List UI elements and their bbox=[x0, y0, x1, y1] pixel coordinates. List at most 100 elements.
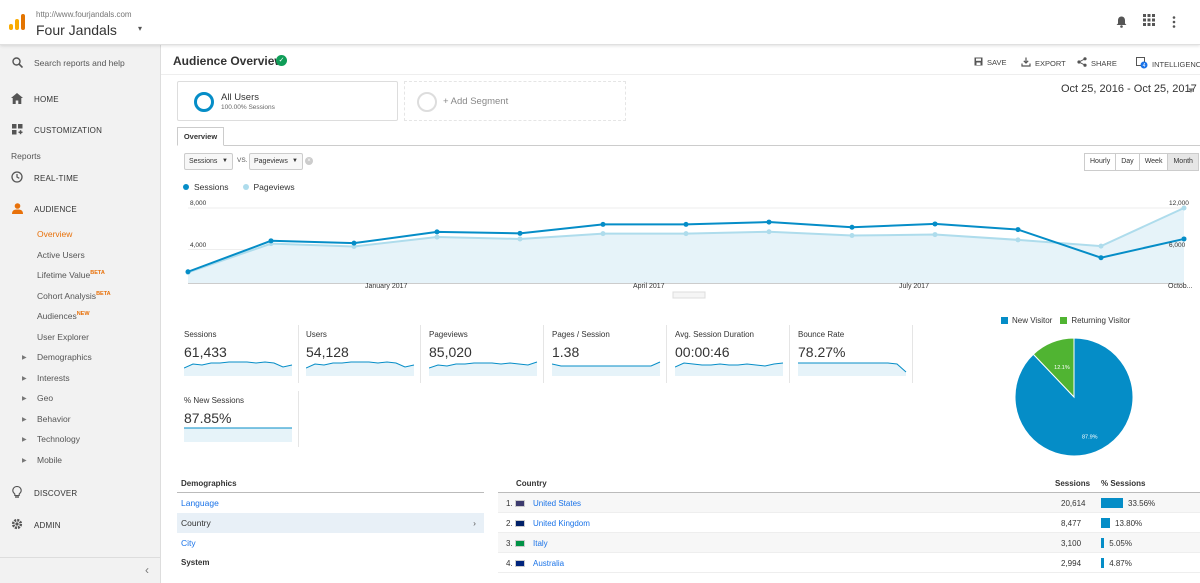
sidebar-item-audience[interactable]: AUDIENCE bbox=[0, 199, 161, 219]
granularity-hourly-button[interactable]: Hourly bbox=[1084, 153, 1117, 171]
sidebar-item-admin[interactable]: ADMIN bbox=[0, 515, 161, 535]
data-point-sessions bbox=[849, 224, 855, 230]
page-header: Audience Overview ✓ SAVE EXPORT SHARE bbox=[161, 45, 1200, 75]
granularity-day-button[interactable]: Day bbox=[1115, 153, 1140, 171]
legend-item-sessions[interactable]: Sessions bbox=[183, 182, 229, 192]
sidebar-sub-lifetime-value[interactable]: Lifetime ValueBETA bbox=[37, 270, 105, 280]
demographics-heading: Demographics bbox=[177, 475, 484, 493]
sidebar-item-realtime[interactable]: REAL-TIME bbox=[0, 168, 161, 188]
chevron-down-icon[interactable]: ▼ bbox=[1187, 86, 1195, 95]
sidebar-group-geo[interactable]: Geo bbox=[37, 393, 54, 403]
table-row: 3. Italy 3,100 5.05% bbox=[498, 533, 1200, 553]
demographics-country-link[interactable]: Country › bbox=[177, 513, 484, 533]
scorecard-avg-session-duration[interactable]: Avg. Session Duration 00:00:46 bbox=[668, 325, 790, 383]
scorecard-sessions[interactable]: Sessions 61,433 bbox=[177, 325, 299, 383]
pie-slice-label: 12.1% bbox=[1054, 365, 1070, 371]
sidebar-item-label: AUDIENCE bbox=[34, 204, 77, 214]
data-point-sessions bbox=[1181, 236, 1187, 242]
flag-icon bbox=[515, 500, 525, 507]
column-country[interactable]: Country bbox=[516, 479, 547, 488]
save-icon bbox=[974, 57, 983, 68]
country-link[interactable]: United States bbox=[533, 499, 582, 508]
expand-triangle-icon[interactable]: ▶ bbox=[22, 396, 27, 402]
segment-sessions-share: 100.00% Sessions bbox=[221, 104, 275, 111]
export-icon bbox=[1021, 57, 1031, 69]
secondary-metric-select[interactable]: Pageviews ▼ bbox=[249, 153, 303, 170]
primary-metric-select[interactable]: Sessions ▼ bbox=[184, 153, 233, 170]
pie-chart: 87.9% 12.1% bbox=[1014, 337, 1134, 457]
tab-overview[interactable]: Overview bbox=[177, 127, 224, 146]
sidebar-sub-audiences[interactable]: AudiencesNEW bbox=[37, 311, 90, 321]
data-point-pageviews bbox=[766, 229, 772, 235]
sidebar-group-demographics[interactable]: Demographics bbox=[37, 352, 92, 362]
pie-legend-returning-visitor[interactable]: Returning Visitor bbox=[1060, 316, 1130, 325]
segment-all-users[interactable]: All Users 100.00% Sessions bbox=[177, 81, 398, 121]
pct-value: 4.87% bbox=[1109, 559, 1132, 568]
column-sessions[interactable]: Sessions bbox=[1055, 479, 1091, 488]
data-point-sessions bbox=[434, 229, 440, 235]
data-point-sessions bbox=[351, 240, 357, 246]
sidebar-sub-cohort-analysis[interactable]: Cohort AnalysisBETA bbox=[37, 291, 111, 301]
chart-resize-handle bbox=[672, 291, 706, 299]
expand-triangle-icon[interactable]: ▶ bbox=[22, 458, 27, 464]
sidebar-item-home[interactable]: HOME bbox=[0, 89, 161, 109]
sidebar-item-discover[interactable]: DISCOVER bbox=[0, 483, 161, 503]
share-button[interactable]: SHARE bbox=[1077, 57, 1117, 69]
export-button[interactable]: EXPORT bbox=[1021, 57, 1066, 69]
column-pct-sessions[interactable]: % Sessions bbox=[1101, 479, 1146, 488]
sidebar-group-interests[interactable]: Interests bbox=[37, 373, 70, 383]
scorecard-bounce-rate[interactable]: Bounce Rate 78.27% bbox=[791, 325, 913, 383]
sidebar-group-behavior[interactable]: Behavior bbox=[37, 414, 71, 424]
pct-value: 33.56% bbox=[1128, 499, 1156, 508]
search-icon bbox=[0, 56, 34, 71]
sidebar-group-mobile[interactable]: Mobile bbox=[37, 455, 63, 465]
scorecard-pages-per-session[interactable]: Pages / Session 1.38 bbox=[545, 325, 667, 383]
sidebar-group-technology[interactable]: Technology bbox=[37, 434, 81, 444]
x-tick-apr: April 2017 bbox=[633, 283, 665, 290]
data-point-pageviews bbox=[600, 231, 606, 237]
account-selector[interactable]: Four Jandals bbox=[36, 22, 117, 38]
granularity-month-button[interactable]: Month bbox=[1167, 153, 1199, 171]
pie-legend-new-visitor[interactable]: New Visitor bbox=[1001, 316, 1052, 325]
search-input[interactable]: Search reports and help bbox=[34, 58, 125, 68]
sidebar-item-label: HOME bbox=[34, 94, 59, 104]
segment-name: All Users bbox=[221, 92, 260, 103]
scorecard-pageviews[interactable]: Pageviews 85,020 bbox=[422, 325, 544, 383]
add-segment-ring-icon bbox=[417, 92, 437, 112]
legend-item-pageviews[interactable]: Pageviews bbox=[242, 182, 295, 192]
sidebar-item-customization[interactable]: CUSTOMIZATION bbox=[0, 120, 161, 140]
expand-triangle-icon[interactable]: ▶ bbox=[22, 376, 27, 382]
sidebar-sub-overview[interactable]: Overview bbox=[37, 229, 73, 239]
demographics-city-link[interactable]: City bbox=[181, 538, 196, 548]
intelligence-button[interactable]: 4 INTELLIGENCE bbox=[1136, 57, 1200, 71]
country-link[interactable]: Italy bbox=[533, 539, 548, 548]
country-link[interactable]: United Kingdom bbox=[533, 519, 590, 528]
scorecard-users[interactable]: Users 54,128 bbox=[299, 325, 421, 383]
expand-triangle-icon[interactable]: ▶ bbox=[22, 437, 27, 443]
expand-triangle-icon[interactable]: ▶ bbox=[22, 417, 27, 423]
legend-dot-icon bbox=[183, 184, 189, 190]
sidebar-sub-user-explorer[interactable]: User Explorer bbox=[37, 332, 89, 342]
data-point-pageviews bbox=[1098, 243, 1104, 249]
y-tick-left-mid: 4,000 bbox=[190, 242, 207, 249]
granularity-week-button[interactable]: Week bbox=[1138, 153, 1169, 171]
remove-metric-icon[interactable]: × bbox=[305, 157, 313, 165]
y-tick-right-top: 12,000 bbox=[1169, 200, 1189, 207]
kebab-menu-icon[interactable] bbox=[1172, 16, 1176, 31]
apps-icon[interactable] bbox=[1143, 14, 1155, 29]
pie-slice-label: 87.9% bbox=[1082, 434, 1098, 440]
search-box[interactable]: Search reports and help bbox=[0, 53, 161, 73]
demographics-language-link[interactable]: Language bbox=[181, 498, 219, 508]
collapse-sidebar-button[interactable]: ‹ bbox=[0, 557, 161, 583]
add-segment-button[interactable]: + Add Segment bbox=[404, 81, 626, 121]
date-range-picker[interactable]: Oct 25, 2016 - Oct 25, 2017 bbox=[1061, 83, 1197, 95]
expand-triangle-icon[interactable]: ▶ bbox=[22, 355, 27, 361]
save-button[interactable]: SAVE bbox=[974, 57, 1006, 68]
country-link[interactable]: Australia bbox=[533, 559, 565, 568]
data-point-pageviews bbox=[683, 231, 689, 237]
sidebar-sub-active-users[interactable]: Active Users bbox=[37, 250, 85, 260]
analytics-logo[interactable] bbox=[9, 14, 25, 30]
bell-icon[interactable] bbox=[1116, 16, 1127, 31]
account-caret-icon[interactable]: ▾ bbox=[138, 24, 143, 33]
scorecard-new-sessions[interactable]: % New Sessions 87.85% bbox=[177, 391, 299, 447]
